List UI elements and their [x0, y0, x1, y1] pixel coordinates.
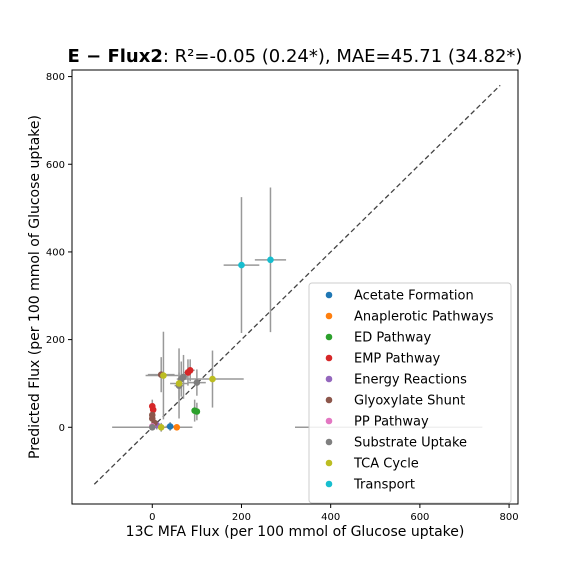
- x-axis-label: 13C MFA Flux (per 100 mmol of Glucose up…: [126, 524, 465, 540]
- data-point: [267, 256, 274, 264]
- y-axis-label: Predicted Flux (per 100 mmol of Glucose …: [27, 115, 43, 459]
- legend-marker: [325, 459, 333, 467]
- y-tick-label: 200: [46, 335, 65, 346]
- data-point: [157, 423, 165, 431]
- legend-entry-label: Glyoxylate Shunt: [354, 394, 465, 409]
- plot-area-frame: [71, 69, 519, 505]
- axes-ticks: 0 200 400 600 800 0 200 400 600 800: [46, 72, 519, 523]
- data-point: [180, 373, 187, 381]
- legend-marker: [325, 312, 333, 320]
- data-point: [184, 369, 192, 376]
- legend-entry-label: Energy Reactions: [354, 373, 467, 388]
- legend-entry-label: Anaplerotic Pathways: [354, 310, 494, 325]
- x-tick-label: 200: [232, 512, 251, 523]
- legend-marker: [325, 375, 333, 383]
- y-tick-label: 400: [46, 247, 65, 258]
- data-point: [148, 423, 156, 431]
- legend-marker: [325, 438, 333, 446]
- data-point: [173, 423, 181, 431]
- legend-entry-label: ED Pathway: [354, 331, 432, 346]
- x-tick-label: 800: [500, 512, 519, 523]
- legend-entry-label: Transport: [353, 478, 415, 493]
- legend-entry-label: Acetate Formation: [354, 289, 474, 304]
- data-point: [238, 261, 245, 269]
- data-point: [175, 380, 183, 387]
- legend-marker: [325, 396, 333, 404]
- data-points-layer: [148, 256, 274, 431]
- legend-marker: [325, 333, 333, 341]
- data-point: [160, 372, 167, 379]
- chart-title: E − Flux2: R²=-0.05 (0.24*), MAE=45.71 (…: [68, 46, 523, 67]
- legend-entry-label: PP Pathway: [354, 415, 429, 430]
- x-tick-label: 0: [149, 512, 155, 523]
- legend-entry-label: Substrate Uptake: [354, 436, 467, 451]
- legend-marker: [325, 480, 333, 488]
- data-point: [149, 406, 157, 414]
- data-point: [193, 379, 201, 386]
- legend-marker: [325, 417, 333, 425]
- identity-line-layer: [93, 84, 501, 485]
- chart-title-rest: : R²=-0.05 (0.24*), MAE=45.71 (34.82*): [163, 46, 523, 67]
- legend-marker: [325, 291, 333, 299]
- legend-box: [308, 282, 512, 504]
- y-tick-label: 600: [46, 160, 65, 171]
- data-point: [209, 375, 216, 383]
- identity-dashed-line: [93, 84, 501, 485]
- legend-marker: [325, 354, 333, 362]
- data-point: [166, 423, 174, 430]
- y-tick-label: 0: [59, 423, 65, 434]
- x-tick-label: 600: [410, 512, 429, 523]
- legend: Acetate Formation Anaplerotic Pathways ED …: [308, 282, 512, 504]
- data-point: [193, 408, 201, 415]
- x-tick-label: 400: [321, 512, 340, 523]
- chart-title-bold: E − Flux2: [68, 46, 163, 67]
- y-tick-label: 800: [46, 72, 65, 83]
- legend-entry-label: TCA Cycle: [353, 457, 419, 472]
- legend-entry-label: EMP Pathway: [354, 352, 441, 367]
